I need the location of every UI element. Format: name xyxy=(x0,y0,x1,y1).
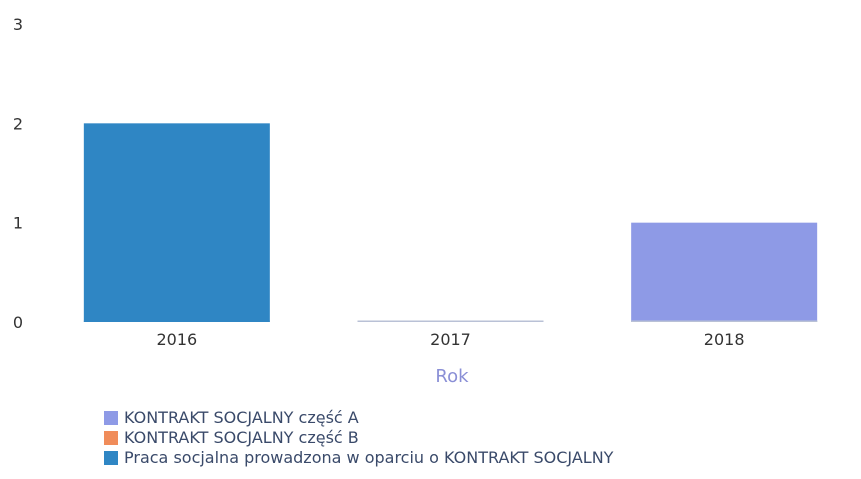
x-tick-label: 2018 xyxy=(704,330,745,349)
bar-2017-series-2 xyxy=(357,320,544,322)
legend-label: KONTRAKT SOCJALNY część B xyxy=(124,428,359,447)
legend-label: Praca socjalna prowadzona w oparciu o KO… xyxy=(124,448,614,467)
y-tick-label: 0 xyxy=(13,313,23,332)
legend-swatch xyxy=(104,431,118,445)
legend-swatch xyxy=(104,411,118,425)
bar-2016-series-2 xyxy=(83,123,270,322)
y-tick-label: 1 xyxy=(13,214,23,233)
x-tick-label: 2016 xyxy=(156,330,197,349)
y-tick-label: 3 xyxy=(13,15,23,34)
legend-item: KONTRAKT SOCJALNY część B xyxy=(104,428,613,448)
x-tick-label: 2017 xyxy=(430,330,471,349)
bar-2018-series-0 xyxy=(631,222,818,322)
legend-label: KONTRAKT SOCJALNY część A xyxy=(124,408,359,427)
x-axis-title: Rok xyxy=(435,366,469,387)
bar-2018-series-2 xyxy=(631,320,818,322)
y-axis-ticks: 0 1 2 3 xyxy=(13,15,23,332)
bars xyxy=(83,123,818,322)
legend-item: Praca socjalna prowadzona w oparciu o KO… xyxy=(104,448,613,468)
legend: KONTRAKT SOCJALNY część A KONTRAKT SOCJAL… xyxy=(104,408,613,468)
legend-swatch xyxy=(104,451,118,465)
x-axis-ticks: 2016 2017 2018 xyxy=(156,330,744,349)
legend-item: KONTRAKT SOCJALNY część A xyxy=(104,408,613,428)
y-tick-label: 2 xyxy=(13,114,23,133)
